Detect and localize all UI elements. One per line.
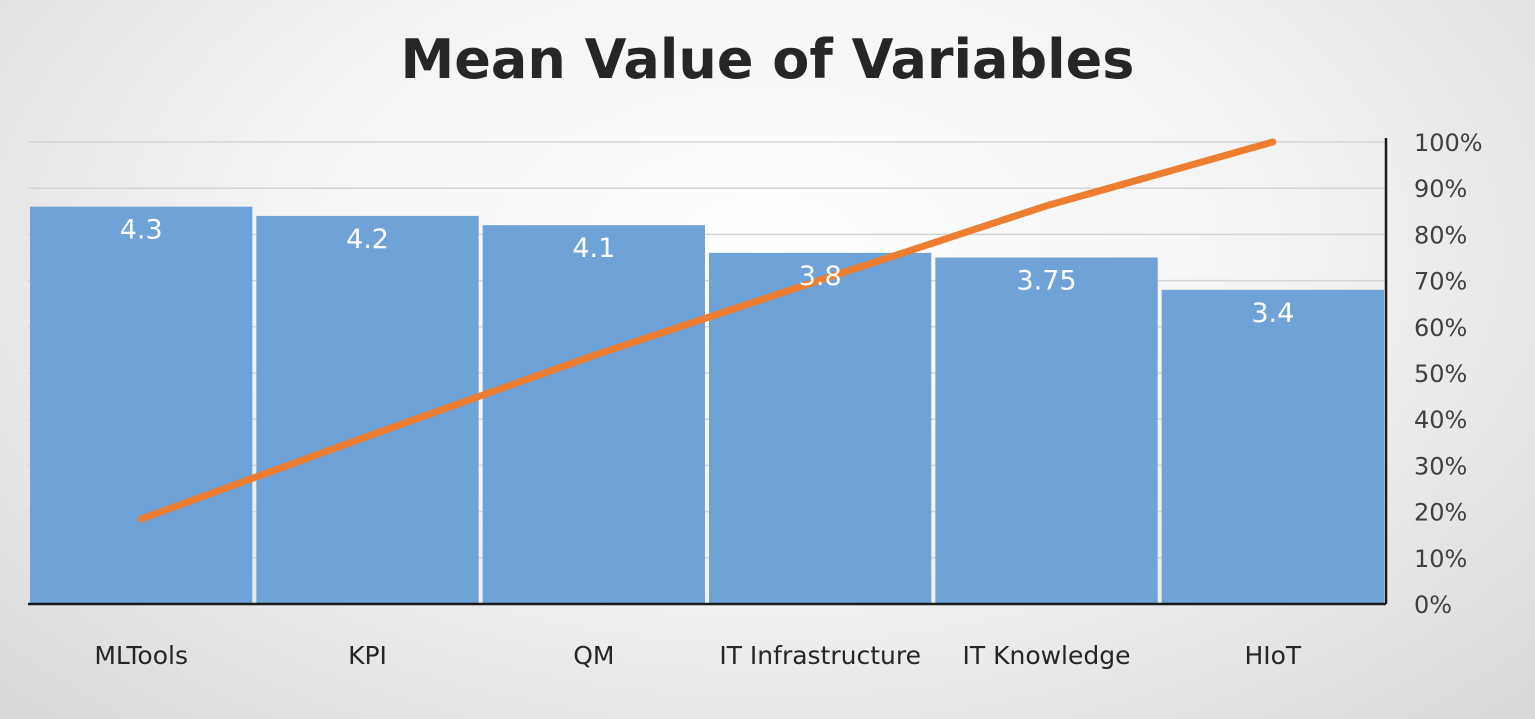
bar [935,257,1158,604]
y2-tick-label: 30% [1414,452,1467,480]
y2-tick-label: 80% [1414,221,1467,249]
y2-tick-label: 50% [1414,360,1467,388]
x-tick-label: KPI [348,641,387,670]
pareto-line-series [137,138,1277,523]
x-tick-label: IT Infrastructure [719,641,921,670]
y2-tick-label: 70% [1414,268,1467,296]
chart-title: Mean Value of Variables [400,28,1135,91]
bar [30,206,253,604]
bars [30,206,1384,605]
y2-tick-label: 100% [1414,129,1483,157]
x-tick-label: IT Knowledge [962,641,1130,670]
bar-data-label: 4.3 [120,215,163,246]
bar [1161,289,1384,604]
y2-tick-label: 40% [1414,406,1467,434]
pareto-line [137,138,1277,523]
bar [709,252,932,604]
bar-data-label: 3.4 [1251,298,1294,329]
bar-data-label: 4.1 [572,233,615,264]
x-tick-label: MLTools [94,641,188,670]
gridlines [28,141,1386,559]
bar-data-label: 3.75 [1016,266,1076,297]
bar-data-label: 3.8 [799,261,842,292]
y2-tick-label: 60% [1414,314,1467,342]
y2-tick-label: 90% [1414,175,1467,203]
bar-data-label: 4.2 [346,224,389,255]
y2-tick-label: 20% [1414,499,1467,527]
x-tick-label: HIoT [1244,641,1301,670]
axes [28,138,1388,606]
bar [482,225,705,604]
y2-tick-label: 10% [1414,545,1467,573]
x-tick-label: QM [573,641,614,670]
y2-tick-label: 0% [1414,591,1452,619]
labels: 0% 10% 20% 30% 40% 50% 60% 70% 80% 90% 100% 4.3 MLTo… [94,129,1482,670]
